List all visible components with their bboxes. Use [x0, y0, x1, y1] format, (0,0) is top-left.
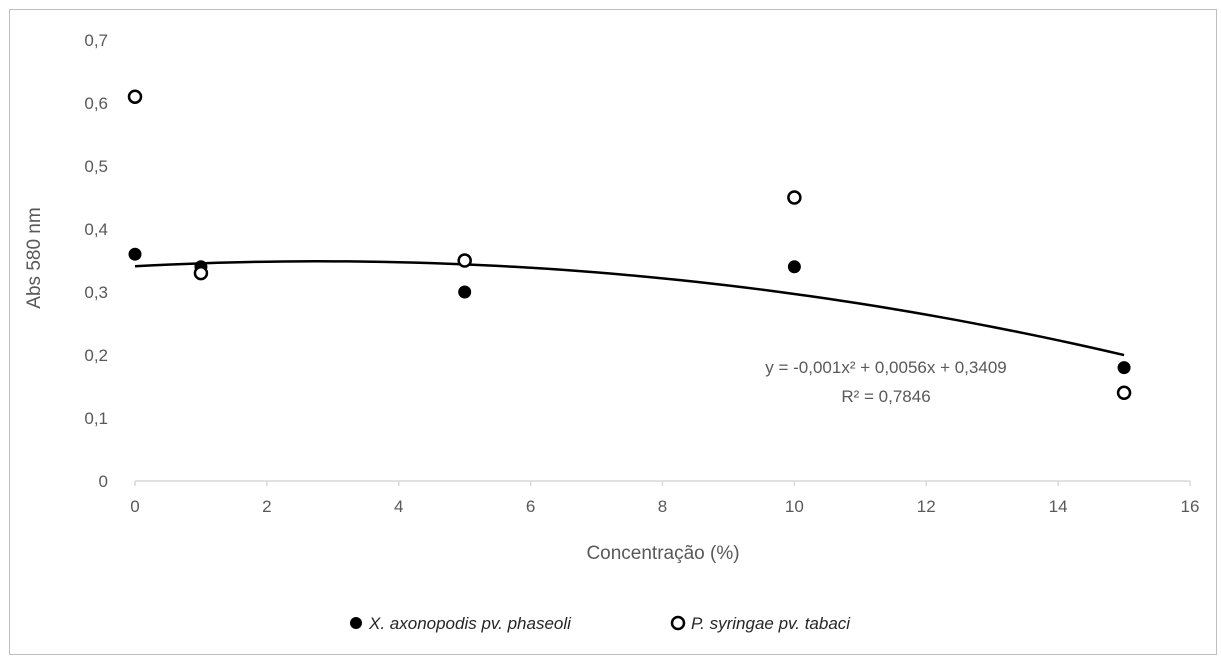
legend-item-x-axonopodis: X. axonopodis pv. phaseoli	[350, 614, 572, 633]
x-tick-label: 4	[394, 497, 403, 516]
x-axis-tick-marks	[134, 481, 1191, 486]
legend-marker-open-circle	[670, 615, 686, 631]
y-tick-label: 0,1	[84, 409, 108, 428]
legend-marker-filled-circle	[350, 617, 362, 629]
data-point-p-syringae	[127, 89, 143, 104]
y-tick-label: 0,5	[84, 157, 108, 176]
trendline-equation: y = -0,001x² + 0,0056x + 0,3409	[765, 358, 1006, 377]
legend-label: X. axonopodis pv. phaseoli	[368, 614, 572, 633]
y-axis-title: Abs 580 nm	[24, 207, 45, 308]
x-tick-label: 12	[917, 497, 936, 516]
legend-label: P. syringae pv. tabaci	[691, 614, 851, 633]
x-axis-title: Concentração (%)	[586, 543, 739, 564]
legend-item-p-syringae: P. syringae pv. tabaci	[670, 614, 851, 633]
trendline	[134, 260, 1125, 357]
y-tick-label: 0,6	[84, 94, 108, 113]
trendline-r-squared: R² = 0,7846	[841, 387, 930, 406]
x-tick-label: 8	[658, 497, 667, 516]
data-point-p-syringae	[787, 190, 802, 205]
legend: X. axonopodis pv. phaseoli P. syringae p…	[350, 614, 851, 633]
data-point-p-syringae	[457, 253, 472, 268]
data-point-p-syringae	[193, 265, 209, 281]
x-tick-label: 2	[262, 497, 271, 516]
data-point-x-axonopodis	[1117, 361, 1131, 375]
x-tick-label: 6	[526, 497, 535, 516]
data-points	[127, 89, 1132, 401]
data-point-x-axonopodis	[787, 260, 801, 274]
x-tick-label: 10	[785, 497, 804, 516]
y-tick-label: 0,7	[84, 31, 108, 50]
x-axis-tick-labels: 0 2 4 6 8 10 12 14 16	[130, 497, 1199, 516]
y-tick-label: 0	[99, 472, 108, 491]
data-point-x-axonopodis	[458, 285, 472, 299]
data-point-p-syringae	[1116, 385, 1132, 401]
x-tick-label: 16	[1181, 497, 1200, 516]
y-tick-label: 0,3	[84, 283, 108, 302]
x-tick-label: 14	[1049, 497, 1068, 516]
y-axis-tick-labels: 0 0,1 0,2 0,3 0,4 0,5 0,6 0,7	[84, 31, 108, 491]
y-tick-label: 0,2	[84, 346, 108, 365]
data-point-x-axonopodis	[128, 247, 142, 261]
y-tick-label: 0,4	[84, 220, 108, 239]
x-tick-label: 0	[130, 497, 139, 516]
